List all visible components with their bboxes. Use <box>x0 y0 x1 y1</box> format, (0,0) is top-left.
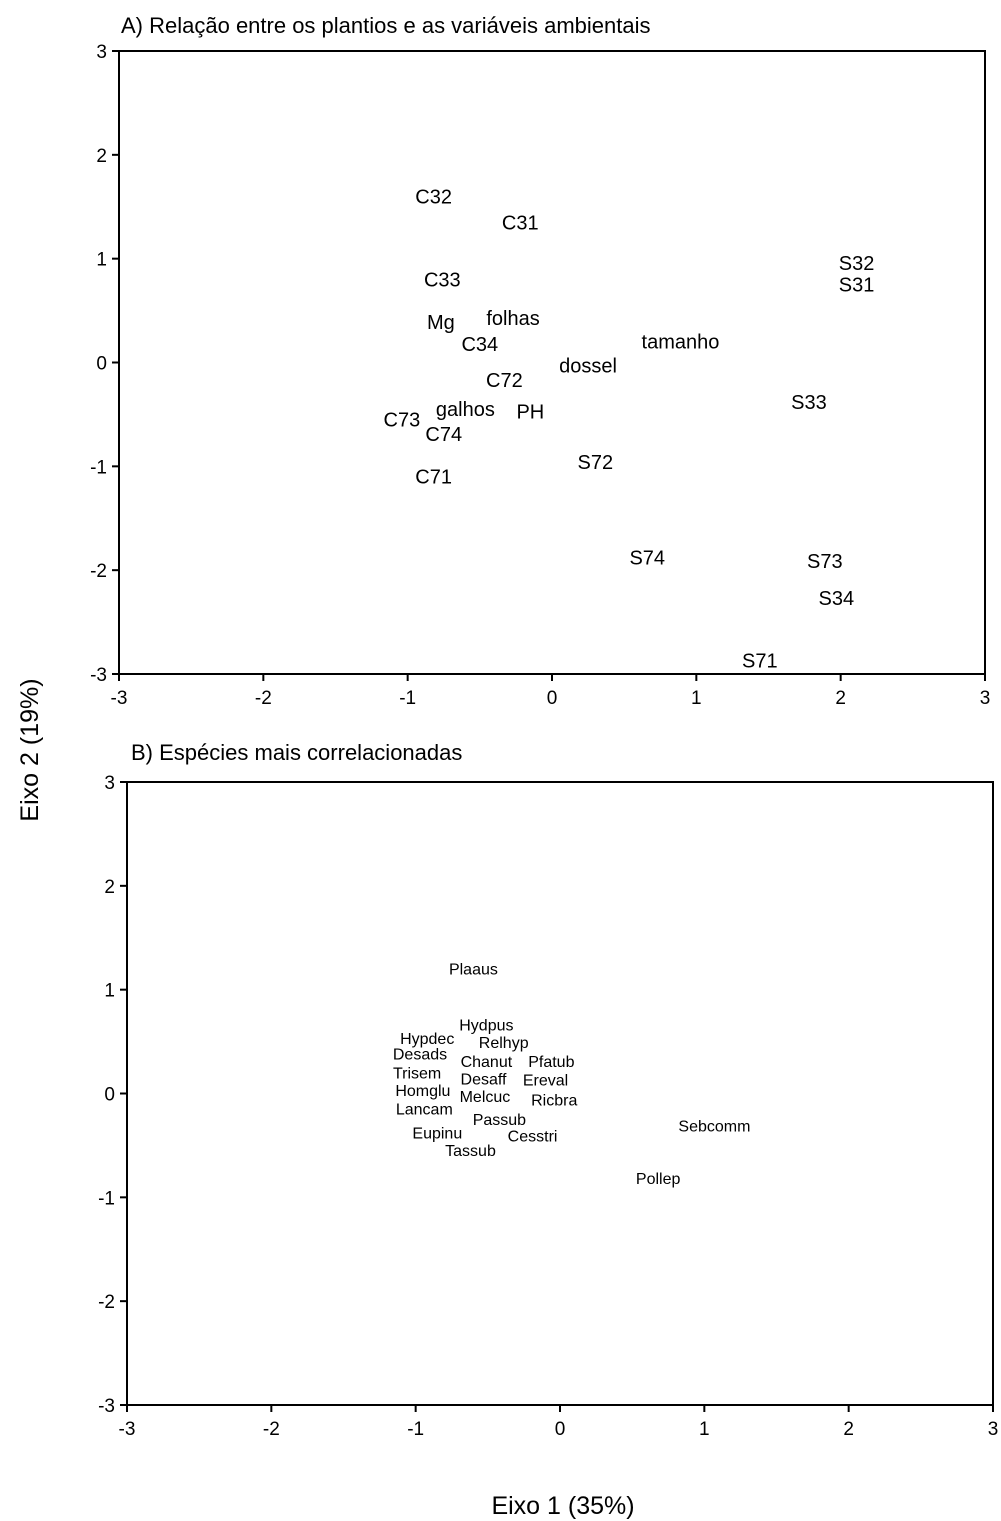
panel-b-point-label: Pollep <box>636 1171 681 1188</box>
panel-a-x-tick-label: -1 <box>399 688 416 709</box>
panel-b-x-tick-label: -1 <box>407 1419 424 1440</box>
panel-a-point-label: C73 <box>384 410 421 432</box>
panel-b-x-tick-label: -2 <box>263 1419 280 1440</box>
panel-a-y-tick-label: -3 <box>90 665 107 686</box>
panel-a-point-label: C72 <box>486 370 523 392</box>
panel-b-point-label: Lancam <box>396 1102 453 1119</box>
panel-b-y-tick-label: 2 <box>104 877 115 898</box>
panel-b-y-tick-label: -3 <box>98 1396 115 1417</box>
panel-b-y-tick-label: -2 <box>98 1292 115 1313</box>
panel-a-x-tick-label: 1 <box>691 688 702 709</box>
panel-a-x-tick-label: 2 <box>835 688 846 709</box>
panel-b-y-tick-label: -1 <box>98 1188 115 1209</box>
panel-b-title: B) Espécies mais correlacionadas <box>131 740 462 765</box>
panel-b-point-label: Plaaus <box>449 962 498 979</box>
panel-a-point-label: S73 <box>807 551 843 573</box>
panel-b-point-label: Chanut <box>461 1054 513 1071</box>
panel-a-x-tick-label: -3 <box>111 688 128 709</box>
panel-a-point-label: C33 <box>424 269 461 291</box>
panel-b-point-label: Hypdec <box>400 1031 454 1048</box>
panel-a-y-tick-label: -1 <box>90 457 107 478</box>
panel-a-point-label: folhas <box>486 308 539 330</box>
panel-b-y-tick-label: 0 <box>104 1085 115 1106</box>
panel-b-x-tick-label: 0 <box>555 1419 566 1440</box>
panel-b-point-label: Ricbra <box>531 1092 577 1109</box>
panel-b-y-tick-label: 1 <box>104 981 115 1002</box>
panel-a-point-label: C71 <box>415 467 452 489</box>
panel-b-point-label: Cesstri <box>508 1129 558 1146</box>
shared-xlabel: Eixo 1 (35%) <box>491 1492 634 1520</box>
panel-a-point-label: tamanho <box>642 332 720 354</box>
panel-a-point-label: C34 <box>461 334 498 356</box>
panel-a-point-label: C74 <box>425 424 462 446</box>
panel-b-point-label: Ereval <box>523 1073 568 1090</box>
panel-a-x-tick-label: 3 <box>980 688 991 709</box>
panel-b-point-label: Hydpus <box>459 1018 513 1035</box>
panel-a-point-label: Mg <box>427 312 455 334</box>
panel-b-point-label: Passub <box>473 1112 526 1129</box>
panel-b-point-label: Desads <box>393 1047 447 1064</box>
panel-b-x-tick-label: 1 <box>699 1419 710 1440</box>
panel-a-y-tick-label: 2 <box>96 146 107 167</box>
panel-a-y-tick-label: 3 <box>96 42 107 63</box>
panel-b-x-tick-label: 2 <box>843 1419 854 1440</box>
panel-a-point-label: S72 <box>578 452 614 474</box>
panel-a-point-label: S32 <box>839 253 875 275</box>
panel-b-point-label: Eupinu <box>412 1126 462 1143</box>
panel-a-point-label: galhos <box>436 399 495 421</box>
panel-a-x-tick-label: -2 <box>255 688 272 709</box>
panel-a-y-tick-label: -2 <box>90 561 107 582</box>
panel-a-point-label: S34 <box>819 588 855 610</box>
panel-a-plot-frame <box>118 50 986 675</box>
panel-b-point-label: Desaff <box>461 1072 508 1089</box>
panel-b-y-tick-label: 3 <box>104 773 115 794</box>
panel-a-point-label: C32 <box>415 186 452 208</box>
panel-b-x-tick-label: -3 <box>119 1419 136 1440</box>
panel-b-scatter: B) Espécies mais correlacionadas -3 -2 -1 0 1… <box>98 740 998 1440</box>
panel-b-point-label: Melcuc <box>460 1089 511 1106</box>
panel-a-y-tick-label: 1 <box>96 250 107 271</box>
panel-a-title: A) Relação entre os plantios e as variáv… <box>121 13 651 38</box>
panel-b-point-label: Sebcomm <box>678 1118 750 1135</box>
panel-b-point-label: Trisem <box>393 1065 441 1082</box>
panel-b-point-label: Homglu <box>395 1083 450 1100</box>
panel-a-point-label: C31 <box>502 212 539 234</box>
panel-a-point-label: PH <box>516 401 544 423</box>
panel-b-point-label: Pfatub <box>528 1054 574 1071</box>
panel-a-point-label: dossel <box>559 356 617 378</box>
panel-a-point-label: S33 <box>791 392 827 414</box>
panel-a-point-label: S74 <box>629 548 665 570</box>
panel-a-y-tick-label: 0 <box>96 354 107 375</box>
panel-a-scatter: A) Relação entre os plantios e as variáv… <box>90 13 990 709</box>
panel-a-point-label: S71 <box>742 651 778 673</box>
panel-b-x-tick-label: 3 <box>988 1419 999 1440</box>
panel-a-point-label: S31 <box>839 275 875 297</box>
panel-b-point-label: Tassub <box>445 1143 496 1160</box>
panel-b-point-label: Relhyp <box>479 1035 529 1052</box>
panel-a-x-tick-label: 0 <box>547 688 558 709</box>
shared-ylabel: Eixo 2 (19%) <box>16 678 44 821</box>
